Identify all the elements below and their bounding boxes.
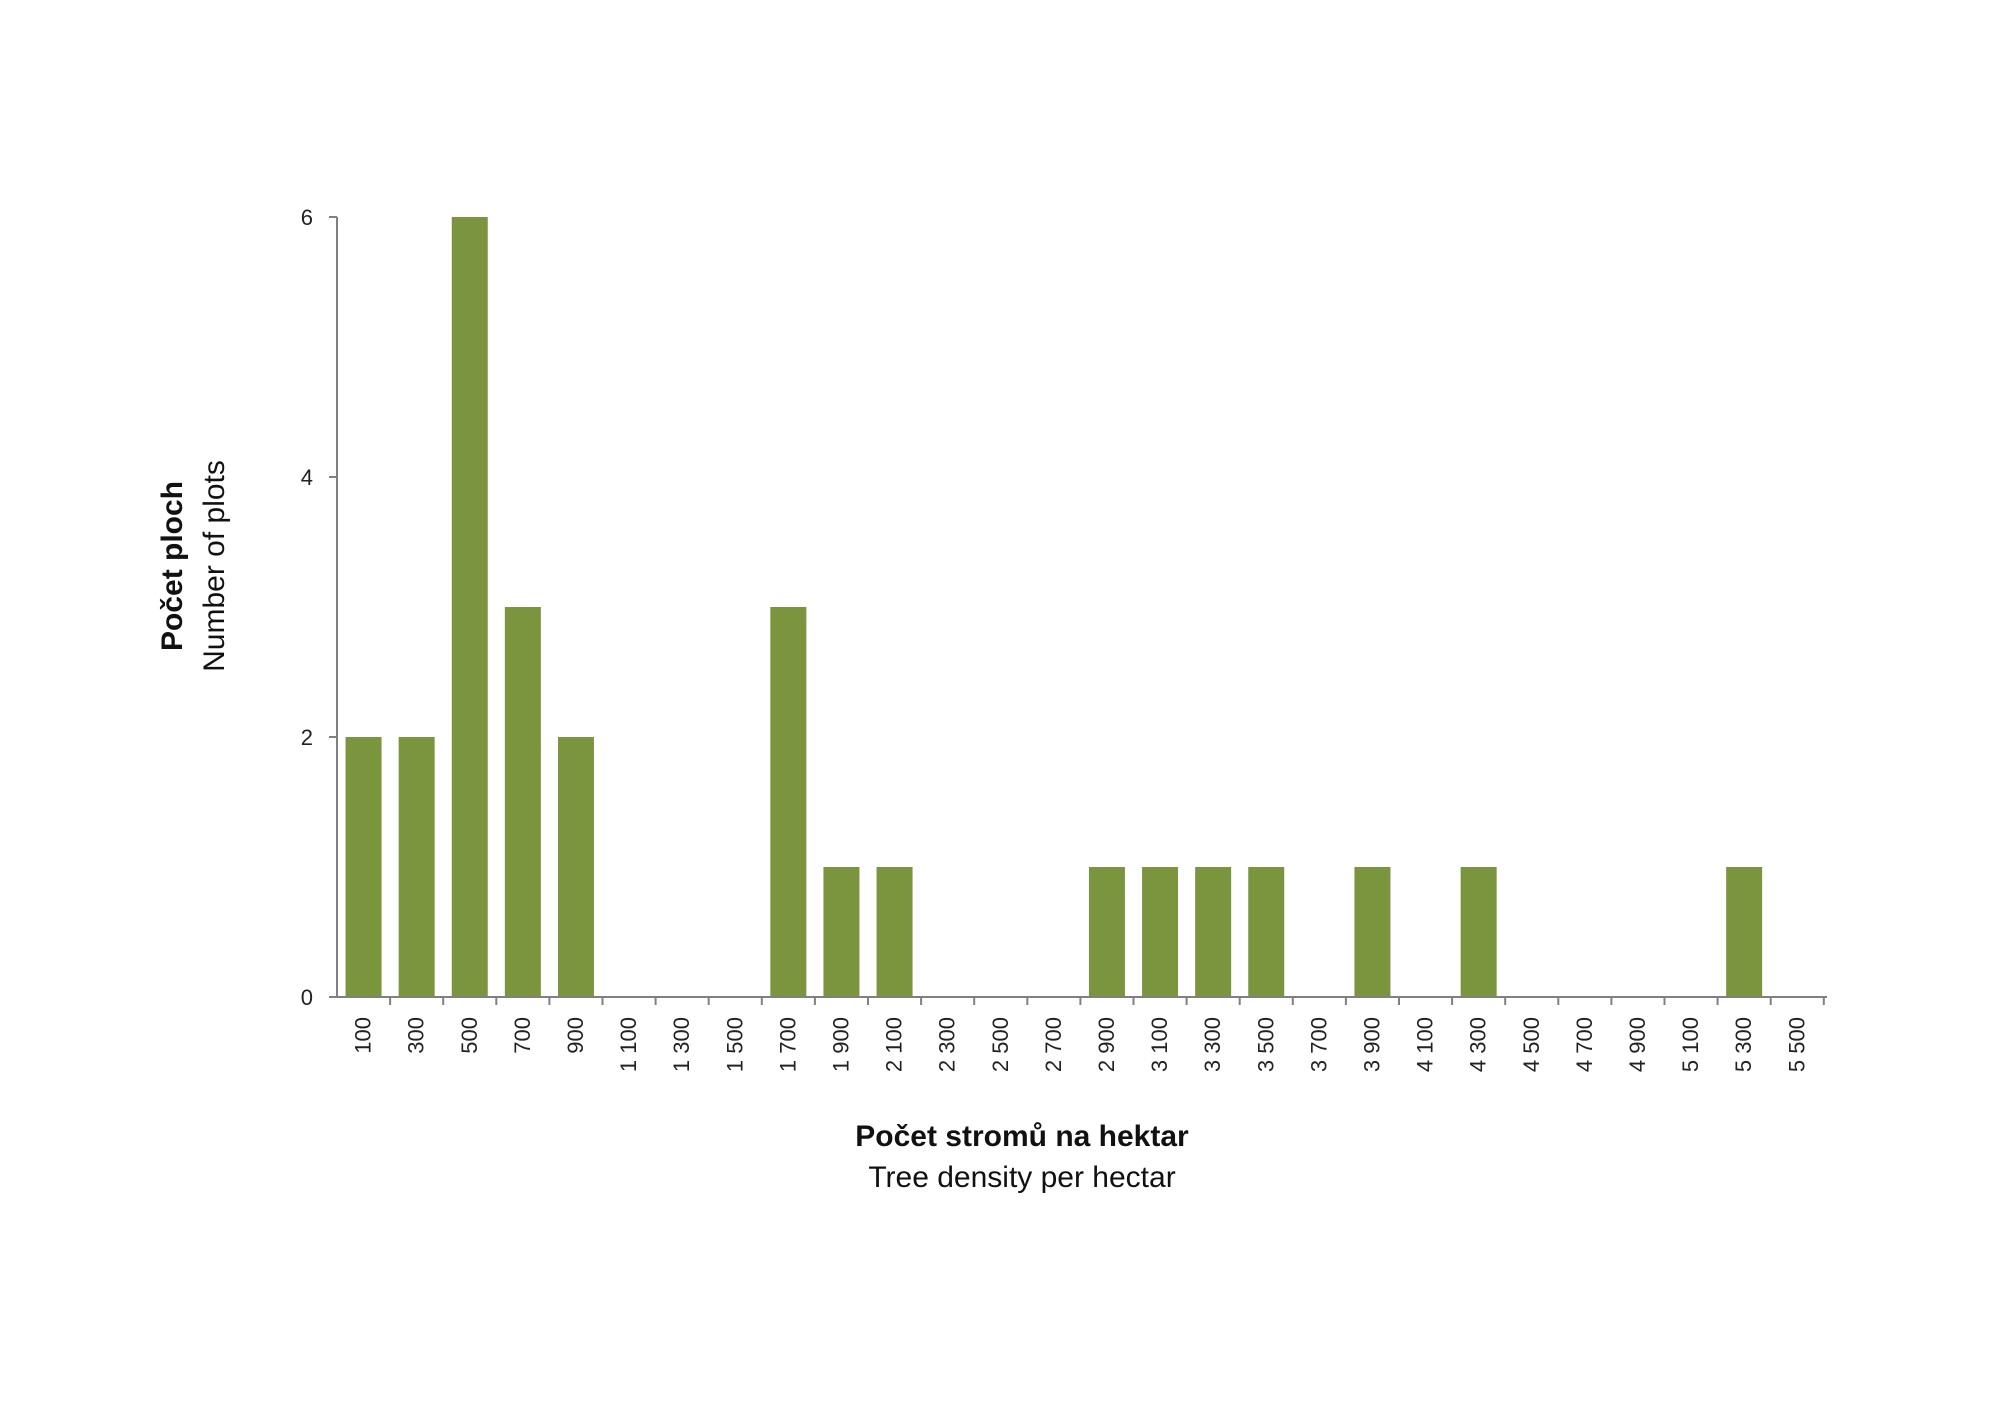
- x-tick-label: 1 100: [616, 1017, 641, 1072]
- x-tick-label: 5 500: [1784, 1017, 1809, 1072]
- y-tick-label: 4: [301, 465, 313, 490]
- x-tick-label: 4 700: [1572, 1017, 1597, 1072]
- x-tick-label: 1 900: [828, 1017, 853, 1072]
- x-tick-label: 900: [563, 1017, 588, 1054]
- x-tick-label: 2 900: [1094, 1017, 1119, 1072]
- x-tick-label: 4 300: [1466, 1017, 1491, 1072]
- bar-300: [398, 737, 435, 997]
- bar-3100: [1142, 867, 1179, 997]
- x-axis-title: Počet stromů na hektar: [855, 1120, 1189, 1153]
- x-tick-label: 5 300: [1731, 1017, 1756, 1072]
- x-tick-label: 2 500: [988, 1017, 1013, 1072]
- bar-100: [345, 737, 382, 997]
- y-tick-label: 0: [301, 985, 313, 1010]
- bar-500: [451, 217, 488, 997]
- x-ticks-group: 100 300 500 700 900 1 100 1 300 1 500 1 700 1 900…: [351, 997, 1825, 1072]
- y-tick-label: 6: [301, 205, 313, 230]
- axes-group: [329, 217, 1827, 998]
- bar-5300: [1726, 867, 1763, 997]
- bar-1700: [770, 607, 807, 997]
- y-axis-title: Počet ploch: [156, 481, 189, 651]
- y-axis-subtitle: Number of plots: [198, 460, 231, 672]
- x-tick-label: 4 900: [1625, 1017, 1650, 1072]
- x-tick-label: 4 100: [1413, 1017, 1438, 1072]
- x-tick-label: 2 700: [1041, 1017, 1066, 1072]
- x-tick-label: 500: [457, 1017, 482, 1054]
- x-tick-label: 3 900: [1359, 1017, 1384, 1072]
- x-tick-label: 2 100: [882, 1017, 907, 1072]
- x-tick-label: 1 700: [775, 1017, 800, 1072]
- x-tick-label: 4 500: [1519, 1017, 1544, 1072]
- bar-700: [504, 607, 541, 997]
- x-axis-subtitle: Tree density per hectar: [868, 1161, 1175, 1194]
- bar-3900: [1354, 867, 1391, 997]
- bar-2900: [1088, 867, 1125, 997]
- y-ticks-group: 0 2 4 6: [301, 205, 337, 1010]
- bar-4300: [1460, 867, 1497, 997]
- bar-1900: [823, 867, 860, 997]
- x-tick-label: 3 700: [1306, 1017, 1331, 1072]
- x-tick-label: 1 300: [669, 1017, 694, 1072]
- x-tick-label: 700: [510, 1017, 535, 1054]
- bars-group: [345, 217, 1763, 997]
- bar-3500: [1248, 867, 1285, 997]
- bar-900: [557, 737, 594, 997]
- x-tick-label: 3 100: [1147, 1017, 1172, 1072]
- x-tick-label: 300: [404, 1017, 429, 1054]
- x-tick-label: 1 500: [722, 1017, 747, 1072]
- x-tick-label: 3 500: [1253, 1017, 1278, 1072]
- bar-3300: [1195, 867, 1232, 997]
- x-tick-label: 100: [351, 1017, 376, 1054]
- y-tick-label: 2: [301, 725, 313, 750]
- x-tick-label: 5 100: [1678, 1017, 1703, 1072]
- x-tick-label: 2 300: [935, 1017, 960, 1072]
- x-tick-label: 3 300: [1200, 1017, 1225, 1072]
- bar-2100: [876, 867, 913, 997]
